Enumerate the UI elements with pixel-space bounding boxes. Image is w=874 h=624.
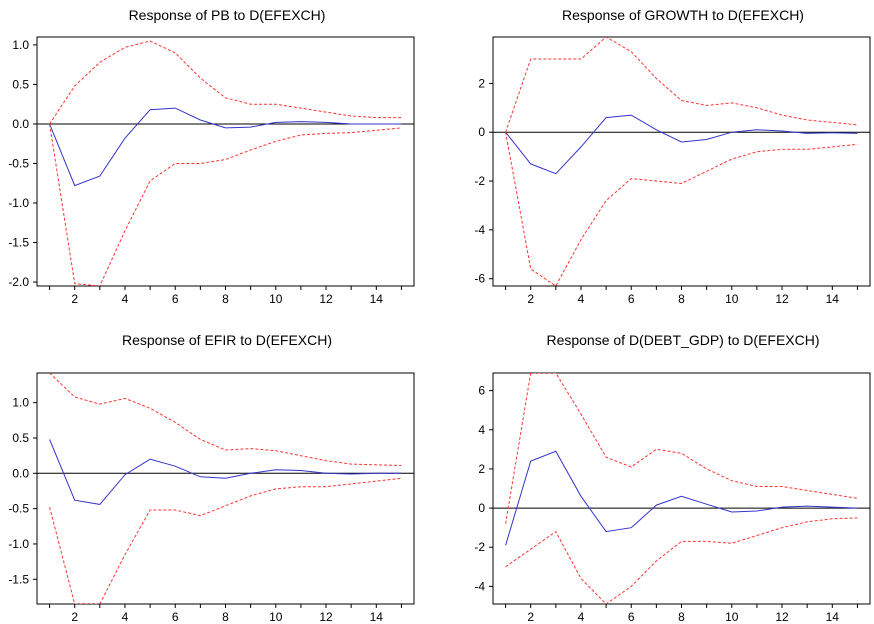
x-tick-label: 12 — [319, 292, 333, 306]
y-tick-label: -1.0 — [8, 196, 29, 210]
y-tick-label: -2 — [474, 174, 485, 188]
plot-frame — [36, 372, 415, 605]
y-tick-label: 0.0 — [12, 466, 29, 480]
panel-pb: Response of PB to D(EFEXCH) 1.0 0.5 0.0 -0.… — [8, 7, 415, 306]
x-tick-label: 6 — [172, 610, 179, 624]
y-tick-label: -1.5 — [8, 236, 29, 250]
chart-title: Response of EFIR to D(EFEXCH) — [122, 332, 332, 348]
y-tick-label: 0.5 — [12, 431, 29, 445]
plot-frame — [492, 36, 871, 287]
y-tick-label: 0.0 — [12, 117, 29, 131]
panel-debt-gdp: Response of D(DEBT_GDP) to D(EFEXCH) 6 4 2… — [474, 332, 871, 624]
x-tick-label: 4 — [578, 292, 585, 306]
y-tick-label: -1.0 — [8, 537, 29, 551]
lower-confidence-band — [49, 477, 402, 604]
y-tick-label: -2.0 — [8, 275, 29, 289]
y-tick-label: 6 — [478, 384, 485, 398]
x-tick-label: 6 — [628, 292, 635, 306]
lower-confidence-band — [49, 123, 402, 286]
plot-frame — [492, 372, 871, 605]
y-tick-label: 1.0 — [12, 38, 29, 52]
y-tick-label: -0.5 — [8, 156, 29, 170]
upper-confidence-band — [505, 373, 858, 524]
chart-title: Response of PB to D(EFEXCH) — [129, 7, 326, 23]
x-tick-label: 6 — [628, 610, 635, 624]
x-tick-label: 2 — [71, 610, 78, 624]
y-tick-label: 0 — [478, 501, 485, 515]
x-tick-label: 12 — [775, 292, 789, 306]
y-tick-label: -6 — [474, 272, 485, 286]
x-tick-label: 6 — [172, 292, 179, 306]
y-tick-label: 2 — [478, 76, 485, 90]
x-tick-label: 4 — [578, 610, 585, 624]
y-tick-label: -1.5 — [8, 572, 29, 586]
x-tick-label: 8 — [678, 610, 685, 624]
x-tick-label: 2 — [71, 292, 78, 306]
x-tick-label: 8 — [678, 292, 685, 306]
lower-confidence-band — [505, 517, 858, 604]
y-tick-label: 1.0 — [12, 396, 29, 410]
upper-confidence-band — [49, 373, 402, 466]
x-tick-label: 14 — [826, 292, 840, 306]
y-tick-label: 0.5 — [12, 77, 29, 91]
x-tick-label: 10 — [725, 292, 739, 306]
x-tick-label: 14 — [826, 610, 840, 624]
upper-confidence-band — [505, 37, 858, 133]
x-tick-label: 4 — [122, 292, 129, 306]
panel-efir: Response of EFIR to D(EFEXCH) 1.0 0.5 0.0 -… — [8, 332, 415, 624]
x-tick-label: 10 — [269, 610, 283, 624]
y-tick-label: -4 — [474, 223, 485, 237]
x-tick-label: 8 — [222, 610, 229, 624]
x-tick-label: 8 — [222, 292, 229, 306]
y-tick-label: 2 — [478, 462, 485, 476]
x-tick-label: 10 — [725, 610, 739, 624]
plot-frame — [36, 36, 415, 287]
y-tick-label: -2 — [474, 540, 485, 554]
response-line — [49, 439, 402, 505]
y-tick-label: -0.5 — [8, 502, 29, 516]
x-tick-label: 14 — [370, 610, 384, 624]
x-tick-label: 2 — [527, 292, 534, 306]
chart-title: Response of D(DEBT_GDP) to D(EFEXCH) — [546, 332, 819, 348]
upper-confidence-band — [49, 40, 402, 125]
x-tick-label: 14 — [370, 292, 384, 306]
y-tick-label: 0 — [478, 125, 485, 139]
response-line — [505, 114, 858, 175]
chart-title: Response of GROWTH to D(EFEXCH) — [562, 7, 804, 23]
response-line — [49, 107, 402, 187]
x-tick-label: 12 — [775, 610, 789, 624]
x-tick-label: 2 — [527, 610, 534, 624]
y-tick-label: 4 — [478, 423, 485, 437]
lower-confidence-band — [505, 132, 858, 286]
y-tick-label: -4 — [474, 579, 485, 593]
panel-growth: Response of GROWTH to D(EFEXCH) 2 0 -2 -4 -6… — [474, 7, 871, 306]
x-tick-label: 12 — [319, 610, 333, 624]
x-tick-label: 4 — [122, 610, 129, 624]
x-tick-label: 10 — [269, 292, 283, 306]
response-line — [505, 450, 858, 546]
